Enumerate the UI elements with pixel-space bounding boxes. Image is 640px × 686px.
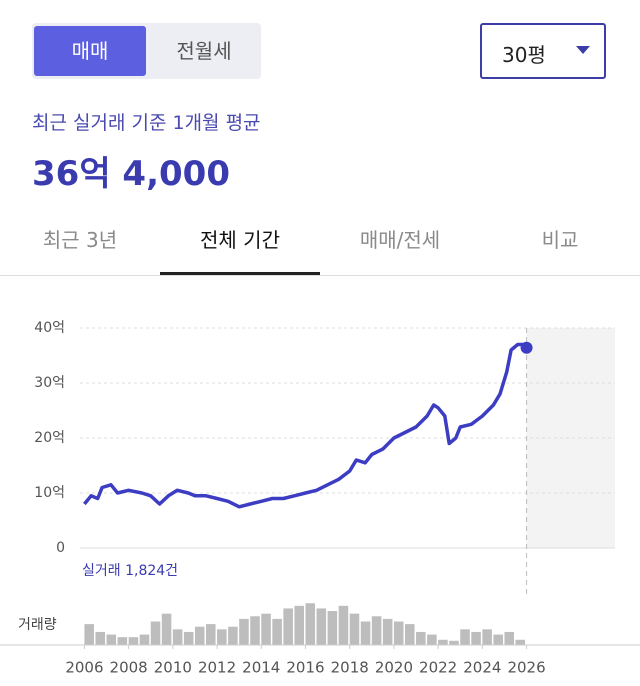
volume-bar [172, 629, 183, 645]
volume-bar [161, 613, 172, 645]
subtitle: 최근 실거래 기준 1개월 평균 [32, 112, 261, 134]
volume-bar [393, 621, 404, 645]
trade-count: 실거래 1,824건 [82, 563, 178, 579]
size-dropdown[interactable]: 30평 [480, 23, 606, 79]
volume-bar [427, 634, 437, 645]
volume-bar [416, 631, 426, 645]
tab[interactable]: 최근 3년 [42, 228, 118, 252]
x-tick-label: 2016 [286, 659, 324, 677]
volume-bar [316, 608, 327, 645]
volume-bar [95, 631, 106, 645]
volume-bar [438, 639, 448, 645]
x-tick-label: 2012 [198, 659, 236, 677]
toggle-option[interactable]: 전월세 [176, 39, 232, 63]
x-tick-label: 2014 [242, 659, 280, 677]
volume-bar [460, 629, 470, 645]
trade-toggle: 매매 전월세 [32, 23, 261, 79]
future-shade [526, 328, 615, 548]
volume-bar [183, 631, 194, 645]
volume-bar [194, 626, 205, 645]
volume-bar [349, 613, 360, 645]
volume-bar [482, 629, 492, 645]
price-line [83, 342, 529, 509]
volume-bar [360, 621, 371, 645]
tab[interactable]: 매매/전세 [359, 228, 441, 252]
divider [0, 275, 640, 276]
volume-bar [382, 618, 393, 645]
tab[interactable]: 전체 기간 [200, 228, 280, 252]
volume-bar [272, 618, 282, 645]
volume-bar [106, 634, 117, 645]
dropdown-label: 30평 [502, 43, 546, 67]
volume-bar [504, 631, 515, 645]
volume-bar [261, 613, 271, 645]
dropdown-arrow [576, 46, 590, 54]
x-tick-label: 2008 [110, 659, 148, 677]
tab-underline [160, 272, 320, 275]
volume-bar [228, 626, 238, 645]
volume-bar [294, 605, 304, 645]
x-tick-label: 2026 [507, 659, 545, 677]
volume-bar [283, 608, 293, 645]
y-tick-label: 30억 [34, 375, 65, 391]
x-tick-label: 2024 [463, 659, 501, 677]
volume-bar [371, 616, 382, 645]
volume-label: 거래량 [18, 617, 57, 633]
toggle-option[interactable]: 매매 [34, 26, 146, 76]
volume-bar [250, 616, 260, 645]
latest-point [520, 341, 533, 354]
volume-bar [404, 624, 415, 645]
y-tick-label: 10억 [34, 485, 65, 501]
price: 36억 4,000 [32, 154, 230, 194]
volume-bar [305, 603, 316, 645]
volume-bar [139, 634, 150, 645]
volume-bar [117, 637, 128, 645]
volume-bar [239, 618, 249, 645]
x-tick-label: 2022 [419, 659, 457, 677]
volume-bar [150, 621, 161, 645]
tab[interactable]: 비교 [541, 228, 579, 252]
volume-bar [128, 637, 139, 645]
y-tick-label: 0 [56, 540, 65, 556]
volume-bar [338, 605, 349, 645]
volume-bar [327, 611, 338, 645]
volume-bar [84, 624, 94, 645]
x-tick-label: 2006 [65, 659, 103, 677]
x-tick-label: 2018 [331, 659, 369, 677]
volume-bar [515, 639, 526, 645]
volume-bar [206, 624, 216, 645]
volume-bar [449, 640, 459, 645]
volume-bar [471, 631, 481, 645]
y-tick-label: 20억 [34, 430, 65, 446]
volume-bar [217, 629, 227, 645]
x-tick-label: 2020 [375, 659, 413, 677]
y-tick-label: 40억 [34, 320, 65, 336]
x-tick-label: 2010 [154, 659, 192, 677]
volume-bar [493, 634, 503, 645]
